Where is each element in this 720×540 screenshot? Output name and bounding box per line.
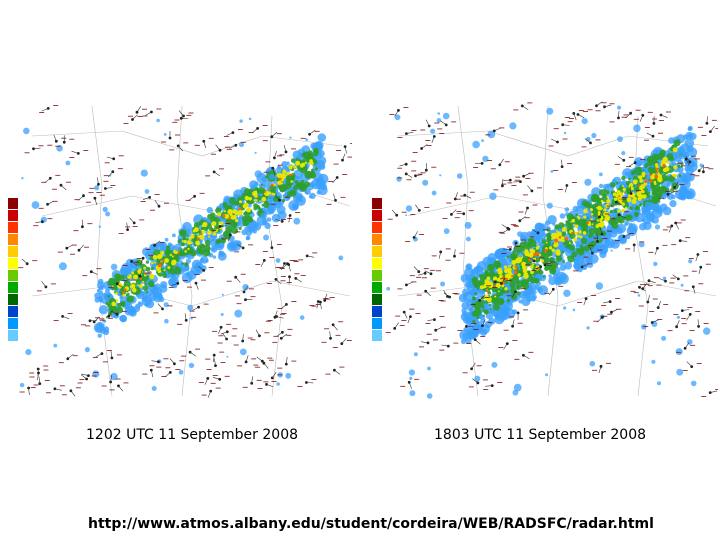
colorbar-swatch (8, 234, 18, 245)
colorbar-swatch (8, 258, 18, 269)
colorbar-swatch (372, 294, 382, 305)
radar-echoes (19, 117, 344, 391)
colorbar-swatch (8, 330, 18, 341)
colorbar-swatch (372, 330, 382, 341)
colorbar-swatch (372, 222, 382, 233)
radar-map-right (368, 96, 718, 401)
colorbar-swatch (8, 210, 18, 221)
surface-station-plots (18, 104, 352, 398)
colorbar-swatch (8, 294, 18, 305)
colorbar-swatch (8, 198, 18, 209)
radar-surface-map-1803utc (372, 101, 718, 399)
colorbar-swatch (372, 210, 382, 221)
reflectivity-colorbar (372, 196, 382, 346)
colorbar-swatch (372, 318, 382, 329)
colorbar-swatch (8, 306, 18, 317)
surface-station-plots (385, 101, 718, 398)
right-map-caption: 1803 UTC 11 September 2008 (434, 427, 647, 443)
radar-echoes (386, 105, 711, 399)
colorbar-swatch (372, 282, 382, 293)
colorbar-swatch (372, 270, 382, 281)
colorbar-swatch (372, 258, 382, 269)
colorbar-swatch (372, 198, 382, 209)
left-map-caption: 1202 UTC 11 September 2008 (86, 427, 299, 443)
radar-map-left (2, 96, 352, 401)
reflectivity-colorbar (8, 196, 18, 346)
colorbar-swatch (372, 234, 382, 245)
colorbar-swatch (8, 270, 18, 281)
colorbar-swatch (8, 318, 18, 329)
colorbar-swatch (8, 246, 18, 257)
colorbar-swatch (8, 282, 18, 293)
boundary-lines (31, 105, 351, 397)
radar-surface-map-1202utc (8, 104, 352, 398)
source-url[interactable]: http://www.atmos.albany.edu/student/cord… (88, 516, 654, 532)
colorbar-swatch (8, 222, 18, 233)
colorbar-swatch (372, 306, 382, 317)
colorbar-swatch (372, 246, 382, 257)
